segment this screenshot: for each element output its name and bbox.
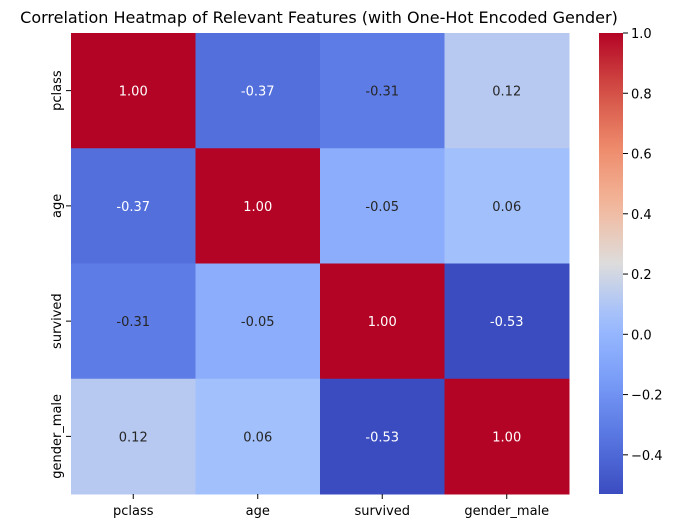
cell-value-label: 1.00 xyxy=(243,200,272,215)
heatmap-cell xyxy=(320,148,445,264)
colorbar-tick-label: 0.0 xyxy=(631,328,652,343)
heatmap-cell xyxy=(444,378,570,495)
x-tick-label: pclass xyxy=(113,504,154,519)
y-tick-label: survived xyxy=(50,293,65,349)
cell-value-label: 1.00 xyxy=(492,430,521,445)
y-tick-label: gender_male xyxy=(50,394,65,479)
cell-value-label: -0.37 xyxy=(241,85,275,100)
y-tick-label: pclass xyxy=(50,70,65,111)
colorbar: 1.0 0.8 0.6 0.4 0.2 0.0 −0.2 −0.4 xyxy=(599,27,663,494)
cell-value-label: 1.00 xyxy=(368,315,397,330)
heatmap-cell xyxy=(71,263,196,380)
cell-value-label: -0.31 xyxy=(365,85,399,100)
colorbar-tick-label: 1.0 xyxy=(631,27,652,42)
colorbar-tick-label: 0.8 xyxy=(631,87,652,102)
cell-value-label: 0.06 xyxy=(243,430,272,445)
cell-value-label: -0.53 xyxy=(365,430,399,445)
cell-value-label: 0.06 xyxy=(492,200,521,215)
x-axis: pclass age survived gender_male xyxy=(113,494,549,519)
heatmap-cell xyxy=(71,378,196,495)
cell-value-label: 0.12 xyxy=(492,85,521,100)
heatmap-cell xyxy=(71,148,196,264)
colorbar-gradient xyxy=(599,33,623,494)
colorbar-tick-label: 0.6 xyxy=(631,148,652,163)
y-tick-label: age xyxy=(50,194,65,218)
heatmap-cells: 1.00 -0.37 -0.31 0.12 -0.37 1.00 -0.05 0.06 -0.3… xyxy=(71,33,570,495)
cell-value-label: 0.12 xyxy=(119,430,148,445)
cell-value-label: -0.37 xyxy=(116,200,150,215)
colorbar-tick-label: 0.4 xyxy=(631,208,652,223)
colorbar-tick-label: −0.2 xyxy=(631,389,663,404)
heatmap-cell xyxy=(320,263,445,380)
heatmap-cell xyxy=(320,378,445,495)
heatmap-cell xyxy=(444,33,570,149)
heatmap-cell xyxy=(71,33,196,149)
cell-value-label: -0.05 xyxy=(365,200,399,215)
x-tick-label: gender_male xyxy=(464,504,549,519)
x-tick-label: age xyxy=(246,504,270,519)
heatmap-cell xyxy=(320,33,445,149)
cell-value-label: 1.00 xyxy=(119,85,148,100)
heatmap-cell xyxy=(444,148,570,264)
cell-value-label: -0.53 xyxy=(490,315,524,330)
chart-title: Correlation Heatmap of Relevant Features… xyxy=(20,8,618,27)
colorbar-tick-label: −0.4 xyxy=(631,449,663,464)
cell-value-label: -0.05 xyxy=(241,315,275,330)
colorbar-tick-label: 0.2 xyxy=(631,268,652,283)
heatmap-cell xyxy=(444,263,570,380)
y-axis: pclass age survived gender_male xyxy=(50,70,71,479)
heatmap-cell xyxy=(195,148,321,264)
heatmap-cell xyxy=(195,33,321,149)
cell-value-label: -0.31 xyxy=(116,315,150,330)
colorbar-ticks: 1.0 0.8 0.6 0.4 0.2 0.0 −0.2 −0.4 xyxy=(623,27,663,464)
x-tick-label: survived xyxy=(354,504,410,519)
heatmap-cell xyxy=(195,378,321,495)
heatmap-cell xyxy=(195,263,321,380)
